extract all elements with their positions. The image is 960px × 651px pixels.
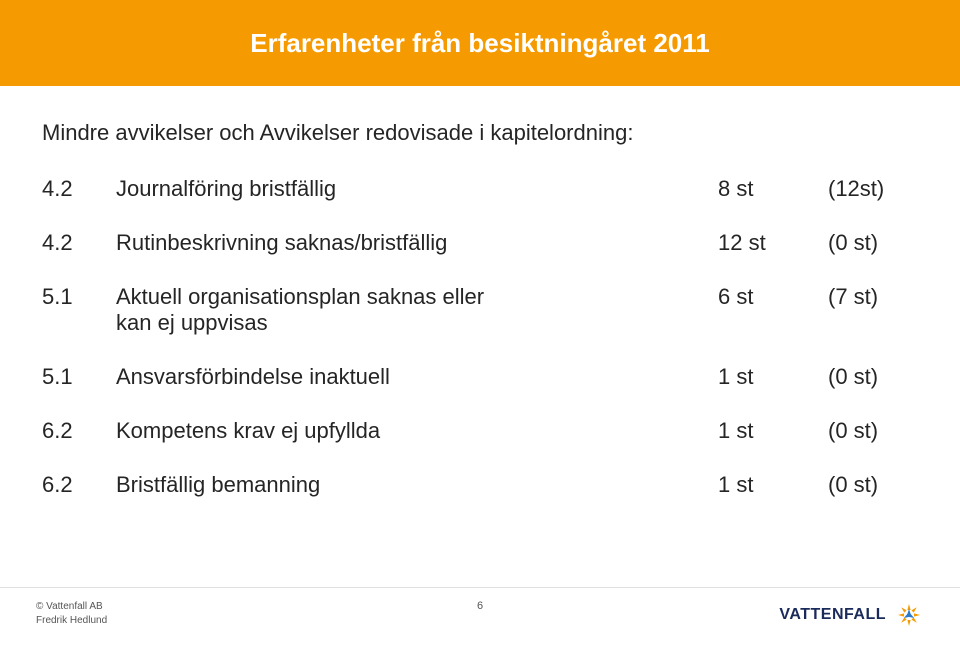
row-value-previous: (0 st): [828, 418, 918, 444]
content-table: 4.2Journalföring bristfällig8 st(12st)4.…: [42, 176, 918, 498]
row-value-current: 1 st: [718, 418, 828, 444]
row-text: Ansvarsförbindelse inaktuell: [116, 364, 718, 390]
slide-title: Erfarenheter från besiktningåret 2011: [250, 28, 710, 59]
table-row: 5.1Ansvarsförbindelse inaktuell1 st(0 st…: [42, 364, 918, 390]
row-number: 4.2: [42, 230, 116, 256]
row-value-previous: (12st): [828, 176, 918, 202]
table-row: 4.2Journalföring bristfällig8 st(12st): [42, 176, 918, 202]
row-text: Kompetens krav ej upfyllda: [116, 418, 718, 444]
page-number: 6: [477, 600, 483, 612]
footer-left: © Vattenfall AB Fredrik Hedlund: [36, 598, 107, 627]
row-value-current: 1 st: [718, 364, 828, 390]
copyright-line-2: Fredrik Hedlund: [36, 614, 107, 628]
table-row: 5.1Aktuell organisationsplan saknas elle…: [42, 284, 918, 336]
row-value-current: 1 st: [718, 472, 828, 498]
row-text: Rutinbeskrivning saknas/bristfällig: [116, 230, 718, 256]
table-row: 4.2Rutinbeskrivning saknas/bristfällig12…: [42, 230, 918, 256]
title-bar: Erfarenheter från besiktningåret 2011: [0, 0, 960, 86]
footer-right: VATTENFALL: [779, 598, 924, 630]
row-number: 5.1: [42, 364, 116, 390]
row-value-current: 12 st: [718, 230, 828, 256]
row-number: 4.2: [42, 176, 116, 202]
slide-body: Mindre avvikelser och Avvikelser redovis…: [0, 86, 960, 498]
table-row: 6.2Kompetens krav ej upfyllda1 st(0 st): [42, 418, 918, 444]
vattenfall-logo-icon: [894, 600, 924, 630]
row-value-previous: (7 st): [828, 284, 918, 310]
row-number: 6.2: [42, 472, 116, 498]
row-number: 6.2: [42, 418, 116, 444]
intro-text: Mindre avvikelser och Avvikelser redovis…: [42, 120, 918, 146]
row-value-previous: (0 st): [828, 230, 918, 256]
row-value-previous: (0 st): [828, 472, 918, 498]
slide: Erfarenheter från besiktningåret 2011 Mi…: [0, 0, 960, 651]
row-value-previous: (0 st): [828, 364, 918, 390]
table-row: 6.2Bristfällig bemanning1 st(0 st): [42, 472, 918, 498]
row-value-current: 6 st: [718, 284, 828, 310]
row-text: Bristfällig bemanning: [116, 472, 718, 498]
brand-wordmark: VATTENFALL: [779, 606, 886, 624]
row-text: Journalföring bristfällig: [116, 176, 718, 202]
copyright-line-1: © Vattenfall AB: [36, 600, 107, 614]
row-number: 5.1: [42, 284, 116, 310]
footer: © Vattenfall AB Fredrik Hedlund 6 VATTEN…: [0, 587, 960, 651]
row-value-current: 8 st: [718, 176, 828, 202]
row-text: Aktuell organisationsplan saknas ellerka…: [116, 284, 718, 336]
